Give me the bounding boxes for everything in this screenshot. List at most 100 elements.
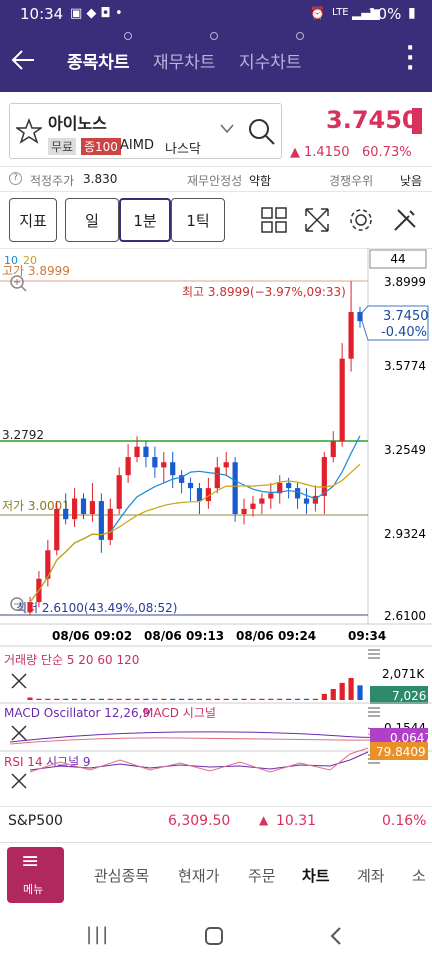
candle-body — [259, 498, 265, 504]
candle-body — [277, 482, 283, 494]
search-icon[interactable] — [248, 118, 276, 146]
candle-body — [54, 508, 60, 551]
recent-apps-icon[interactable]: ||| — [86, 924, 111, 945]
price-box-pct: -0.40% — [381, 325, 427, 340]
candle-body — [312, 495, 319, 504]
zoom-in-icon[interactable] — [10, 275, 27, 292]
candle-body — [134, 446, 140, 458]
candle-body — [116, 475, 122, 509]
layout-grid-icon[interactable] — [261, 207, 287, 233]
chart-svg[interactable]: 44 10 20 고가 3.8999 최고 3.8999(−3.97%,09:3… — [0, 247, 432, 838]
stock-selector[interactable]: 아이노스 무료 증100 AIMD 나스닥 — [9, 103, 282, 159]
y-tick: 2.9324 — [384, 527, 426, 541]
close-panel-icon[interactable] — [11, 725, 27, 741]
tab-stock-chart[interactable]: 종목차트 — [67, 53, 130, 73]
rsi-signal-label: 시그널 9 — [46, 755, 91, 769]
volume-bar — [259, 698, 265, 700]
level-label: 3.2792 — [2, 428, 44, 442]
volume-bar — [196, 698, 203, 700]
tab-index-chart[interactable]: 지수차트 — [239, 53, 302, 73]
index-up-icon: ▲ — [259, 813, 269, 827]
candle-body — [348, 312, 354, 359]
ma20-label: 20 — [23, 254, 37, 267]
panel-menu-icon[interactable] — [368, 649, 380, 659]
rsi-line — [29, 747, 369, 773]
indicator-button[interactable]: 지표 — [9, 198, 57, 242]
candle-body — [89, 501, 96, 515]
badge-margin: 증100 — [81, 138, 121, 155]
period-1min-label: 1분 — [133, 211, 157, 230]
index-ticker[interactable]: S&P500 6,309.50 ▲ 10.31 0.16% — [0, 806, 432, 836]
fair-price-label: 적정주가 — [30, 174, 75, 188]
current-price: 3.7450 — [326, 106, 419, 134]
volume-max: 2,071K — [382, 667, 425, 681]
chevron-down-icon[interactable] — [220, 124, 234, 134]
candle-body — [357, 312, 363, 322]
exchange: 나스닥 — [165, 142, 201, 157]
tab-financial-chart[interactable]: 재무차트 — [153, 53, 216, 73]
close-panel-icon[interactable] — [11, 773, 27, 789]
volume-bar — [303, 698, 310, 700]
candle-body — [170, 462, 176, 476]
tab-dot-icon — [210, 32, 218, 40]
gear-icon[interactable] — [348, 207, 374, 233]
network-label: LTE — [332, 7, 349, 18]
fair-price-value: 3.830 — [83, 172, 118, 186]
close-panel-icon[interactable] — [11, 673, 27, 689]
status-time: 10:34 — [20, 5, 64, 23]
menu-label: 메뉴 — [23, 883, 44, 896]
volume-bar — [45, 698, 51, 700]
high-note: 최고 3.8999(−3.97%,09:33) — [182, 285, 346, 299]
menu-button[interactable]: ≡ 메뉴 — [7, 847, 64, 903]
candle-body — [303, 498, 310, 504]
candle-body — [143, 446, 149, 458]
nav-current-price[interactable]: 현재가 — [178, 867, 220, 885]
home-icon[interactable] — [205, 927, 223, 945]
nav-account[interactable]: 계좌 — [357, 867, 385, 885]
fullscreen-icon[interactable] — [304, 207, 330, 233]
star-icon[interactable] — [16, 118, 42, 144]
period-1min-button[interactable]: 1분 — [119, 198, 171, 242]
rsi-label: RSI 14 — [4, 755, 43, 769]
volume-bar — [187, 698, 194, 700]
low-note: 최저 2.6100(43.49%,08:52) — [16, 601, 177, 615]
candle-body — [214, 467, 220, 489]
hamburger-icon: ≡ — [21, 849, 40, 874]
nav-watchlist[interactable]: 관심종목 — [94, 867, 150, 885]
candle-body — [71, 498, 78, 520]
volume-bar — [241, 698, 247, 700]
period-day-label: 일 — [85, 211, 99, 230]
tools-icon[interactable] — [392, 207, 418, 233]
back-arrow-icon[interactable] — [10, 48, 36, 72]
candle-body — [80, 498, 87, 515]
rsi-signal-line — [29, 751, 369, 771]
volume-bar — [321, 693, 327, 700]
period-1tick-button[interactable]: 1틱 — [171, 198, 225, 242]
back-icon[interactable] — [330, 927, 342, 945]
x-tick: 08/06 09:02 — [52, 629, 132, 643]
rsi-value-box — [370, 742, 428, 760]
more-menu-icon[interactable]: · · · — [406, 36, 415, 81]
candle-body — [294, 488, 301, 499]
y-tick: 3.5774 — [384, 359, 426, 373]
nav-order[interactable]: 주문 — [248, 867, 276, 885]
panel-menu-icon[interactable] — [368, 707, 380, 717]
chart-area[interactable]: 44 10 20 고가 3.8999 최고 3.8999(−3.97%,09:3… — [0, 247, 432, 838]
rank-value: 낮음 — [400, 174, 423, 188]
nav-more[interactable]: 소 — [412, 867, 426, 885]
volume-bar — [223, 698, 229, 700]
volume-bar — [98, 698, 104, 700]
period-day-button[interactable]: 일 — [65, 198, 119, 242]
volume-bar — [152, 698, 158, 700]
candle-body — [241, 508, 247, 515]
zoom-out-icon[interactable] — [10, 597, 27, 614]
open-label: 저가 3.0001 — [2, 499, 70, 513]
badge-free: 무료 — [48, 138, 77, 155]
index-change: 10.31 — [276, 813, 317, 829]
help-icon[interactable]: ? — [9, 172, 22, 185]
nav-chart[interactable]: 차트 — [302, 867, 330, 885]
volume-bar — [161, 698, 167, 700]
volume-bar — [250, 698, 256, 700]
candle-body — [152, 457, 158, 468]
candle-body — [107, 508, 113, 540]
